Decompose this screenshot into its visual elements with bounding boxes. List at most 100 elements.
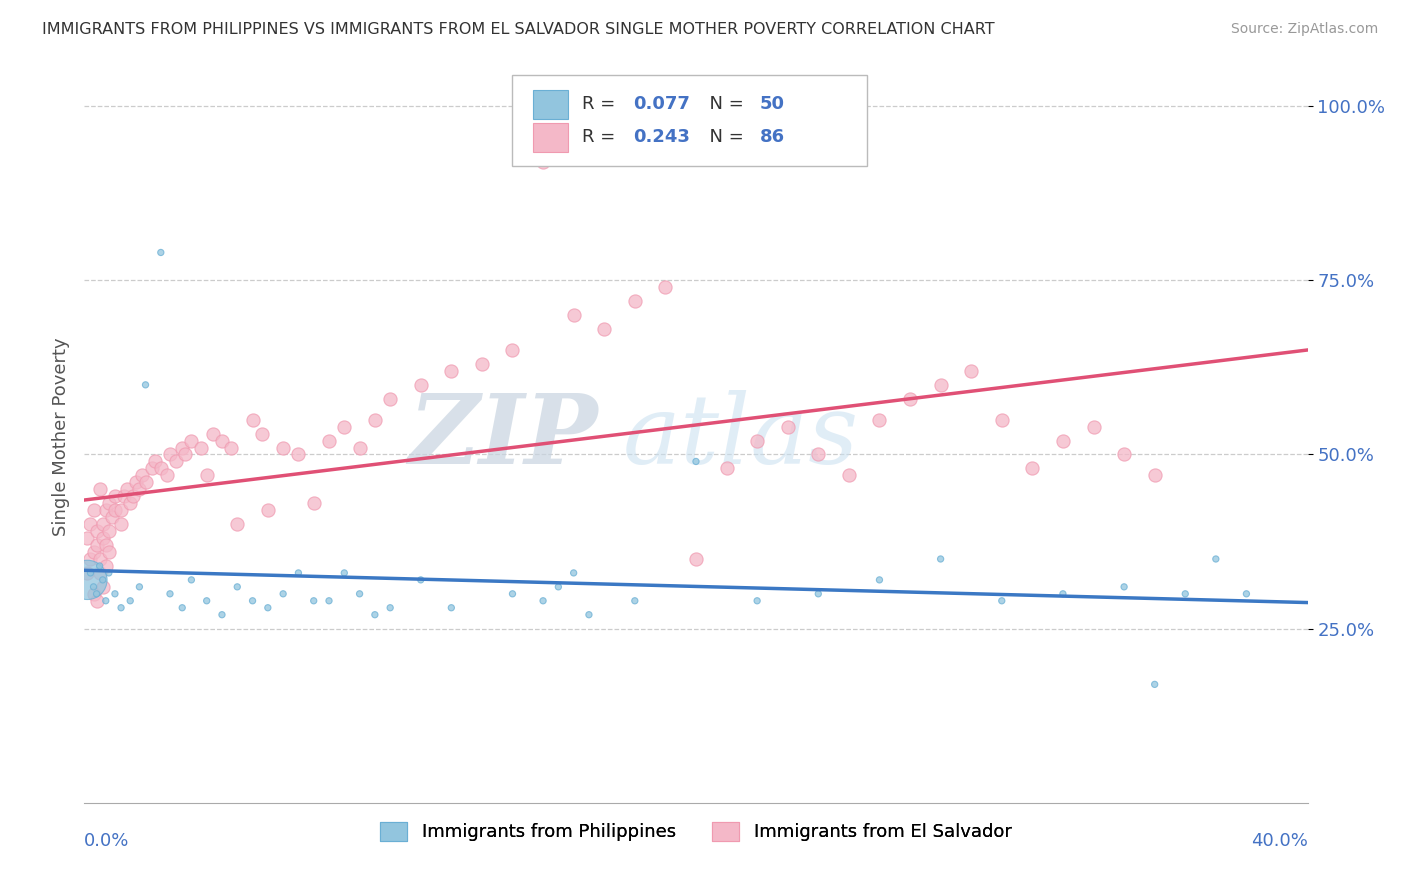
Point <box>141 461 163 475</box>
Point <box>364 412 387 426</box>
Point <box>125 475 148 490</box>
Point <box>201 426 224 441</box>
Point <box>257 600 280 615</box>
Point <box>929 552 952 566</box>
Point <box>1174 587 1197 601</box>
Point <box>83 587 105 601</box>
Point <box>104 489 127 503</box>
Point <box>219 441 242 455</box>
Point <box>271 587 294 601</box>
Point <box>83 503 105 517</box>
Point <box>685 552 707 566</box>
Point <box>929 377 952 392</box>
Text: R =: R = <box>582 128 621 146</box>
Point <box>79 566 101 580</box>
Point <box>86 524 108 538</box>
Point <box>195 594 218 608</box>
Point <box>97 545 120 559</box>
Point <box>86 587 108 601</box>
Point <box>531 594 554 608</box>
Point <box>1114 448 1136 462</box>
Point <box>349 587 371 601</box>
Point <box>122 489 145 503</box>
Point <box>76 566 98 580</box>
Point <box>271 441 294 455</box>
Point <box>287 448 309 462</box>
Point <box>110 600 132 615</box>
Point <box>409 573 432 587</box>
Point <box>1205 552 1227 566</box>
Point <box>776 419 799 434</box>
Point <box>149 461 172 475</box>
Point <box>180 434 202 448</box>
Text: 0.0%: 0.0% <box>84 832 129 850</box>
Point <box>143 454 166 468</box>
Point <box>91 517 114 532</box>
Point <box>349 441 371 455</box>
Point <box>1052 587 1074 601</box>
Point <box>94 538 117 552</box>
Point <box>101 510 124 524</box>
Point <box>502 587 524 601</box>
Point <box>333 566 356 580</box>
Text: Source: ZipAtlas.com: Source: ZipAtlas.com <box>1230 22 1378 37</box>
Point <box>104 587 127 601</box>
Text: 0.077: 0.077 <box>634 95 690 113</box>
Point <box>120 496 142 510</box>
Point <box>79 552 101 566</box>
Point <box>242 594 264 608</box>
Point <box>180 573 202 587</box>
Point <box>302 594 325 608</box>
Point <box>991 412 1014 426</box>
Point <box>578 607 600 622</box>
Point <box>211 607 233 622</box>
Point <box>807 587 830 601</box>
Point <box>318 434 340 448</box>
Point <box>547 580 569 594</box>
Point <box>110 517 132 532</box>
Point <box>562 566 585 580</box>
Text: ZIP: ZIP <box>409 390 598 484</box>
Point <box>869 573 891 587</box>
Point <box>172 600 194 615</box>
Point <box>318 594 340 608</box>
FancyBboxPatch shape <box>533 89 568 119</box>
Point <box>869 412 891 426</box>
Point <box>898 392 921 406</box>
Point <box>654 280 676 294</box>
Point <box>716 461 738 475</box>
Point <box>960 364 983 378</box>
Point <box>89 483 111 497</box>
Point <box>79 517 101 532</box>
Point <box>128 483 150 497</box>
Point <box>91 580 114 594</box>
Point <box>593 322 616 336</box>
Point <box>1143 677 1166 691</box>
Point <box>83 545 105 559</box>
Y-axis label: Single Mother Poverty: Single Mother Poverty <box>52 338 70 536</box>
Point <box>104 503 127 517</box>
Point <box>1083 419 1105 434</box>
FancyBboxPatch shape <box>513 75 868 167</box>
Point <box>159 587 181 601</box>
Point <box>94 558 117 573</box>
Point <box>531 155 554 169</box>
Point <box>94 594 117 608</box>
Point <box>226 517 249 532</box>
Point <box>1114 580 1136 594</box>
Point <box>76 573 98 587</box>
Point <box>1143 468 1166 483</box>
Point <box>624 294 647 309</box>
Point <box>1021 461 1043 475</box>
Point <box>149 245 172 260</box>
Point <box>502 343 524 357</box>
Text: IMMIGRANTS FROM PHILIPPINES VS IMMIGRANTS FROM EL SALVADOR SINGLE MOTHER POVERTY: IMMIGRANTS FROM PHILIPPINES VS IMMIGRANT… <box>42 22 995 37</box>
Point <box>440 600 463 615</box>
Point <box>97 566 120 580</box>
Point <box>257 503 280 517</box>
Point <box>211 434 233 448</box>
Point <box>174 448 197 462</box>
Point <box>838 468 860 483</box>
Text: 0.243: 0.243 <box>634 128 690 146</box>
Point <box>242 412 264 426</box>
